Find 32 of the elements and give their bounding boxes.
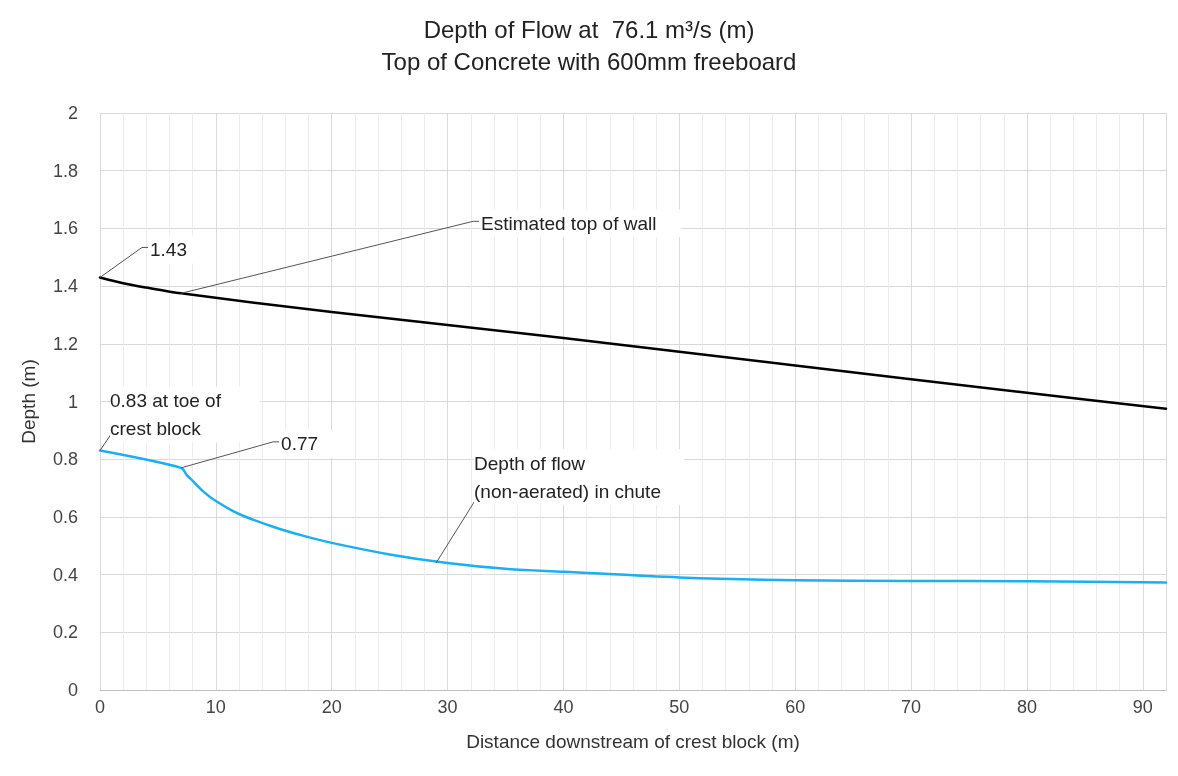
y-tick-label: 0.2: [52, 622, 78, 643]
y-tick-label: 0: [67, 680, 78, 700]
chart-title: Depth of Flow at 76.1 m³/s (m): [423, 15, 755, 43]
y-tick-label: 1.6: [52, 218, 78, 239]
x-tick-label: 10: [205, 697, 226, 717]
x-tick-label: 70: [901, 697, 922, 717]
annotation: 0.77: [281, 433, 319, 455]
y-tick-label: 1.2: [52, 333, 78, 354]
line-series: [98, 276, 1168, 410]
line-series: [98, 449, 1168, 584]
y-tick-label: 0.6: [52, 506, 78, 527]
y-tick-label: 1.4: [52, 276, 78, 297]
x-tick-label: 60: [785, 697, 806, 717]
annotation: Depth of flow (non-aerated) in chute: [474, 452, 661, 502]
annotation: Estimated top of wall: [481, 212, 657, 234]
x-tick-label: 50: [669, 697, 690, 717]
x-axis-title: Distance downstream of crest block (m): [466, 731, 800, 752]
y-tick-label: 0.4: [52, 564, 78, 585]
y-tick-label: 2: [67, 103, 78, 123]
chart-subtitle: Top of Concrete with 600mm freeboard: [381, 47, 797, 75]
y-tick-label: 1.8: [52, 160, 78, 181]
annotation: 1.43: [150, 238, 187, 260]
x-tick-label: 90: [1132, 697, 1153, 717]
x-tick-label: 30: [437, 697, 458, 717]
x-tick-label: 20: [321, 697, 342, 717]
annotation: 0.83 at toe of crest block: [110, 390, 227, 440]
x-tick-label: 40: [553, 697, 574, 717]
y-tick-label: 1: [67, 391, 78, 412]
y-tick-label: 0.8: [52, 449, 78, 470]
x-tick-label: 80: [1016, 697, 1037, 717]
y-axis-title: Depth (m): [18, 359, 39, 444]
x-tick-label: 0: [94, 697, 106, 717]
